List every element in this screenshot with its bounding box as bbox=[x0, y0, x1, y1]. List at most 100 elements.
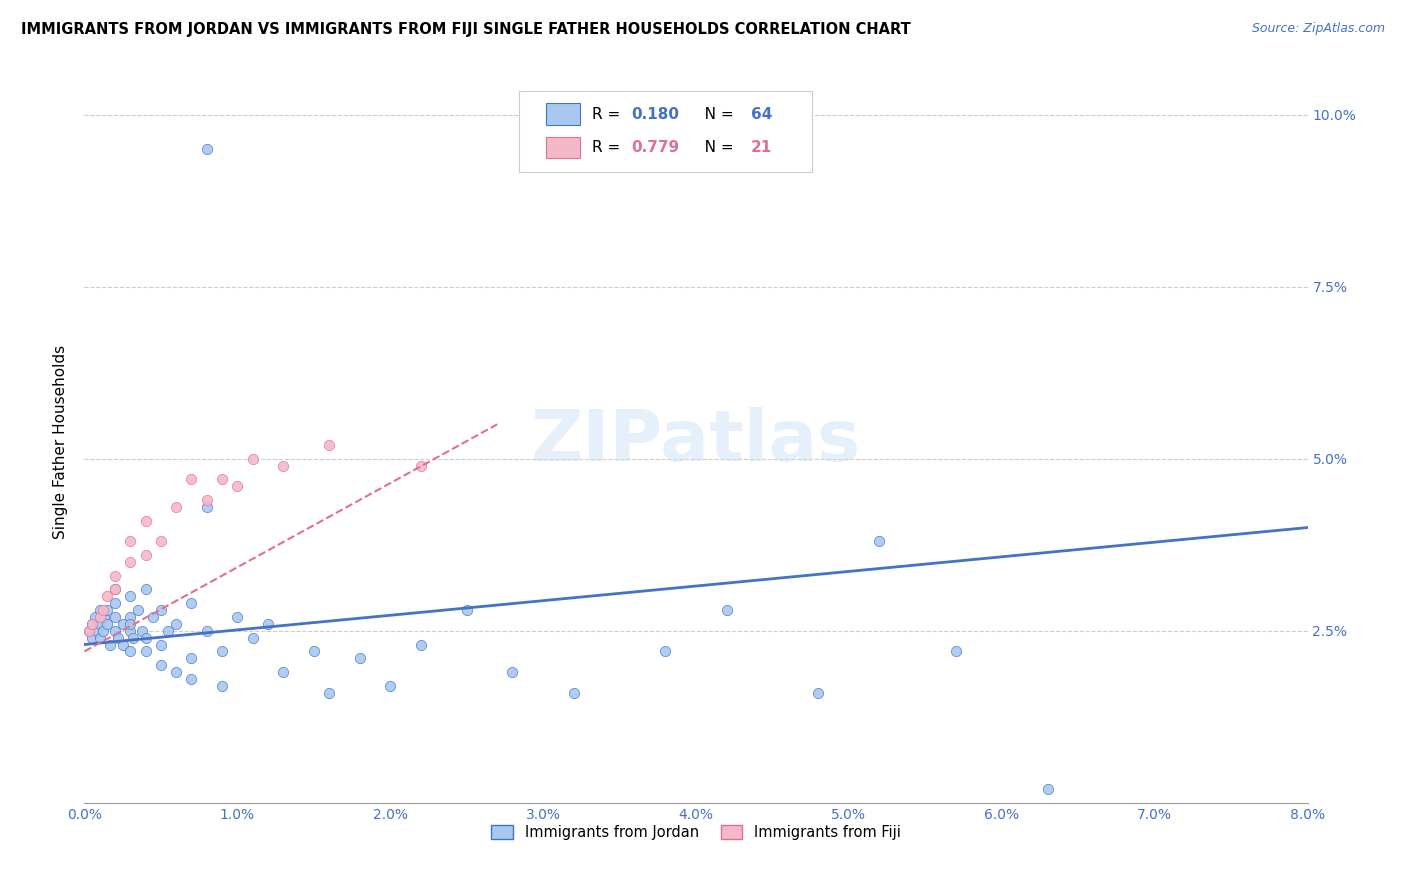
Point bbox=[104, 624, 127, 638]
Text: R =: R = bbox=[592, 107, 626, 121]
FancyBboxPatch shape bbox=[519, 91, 813, 172]
FancyBboxPatch shape bbox=[546, 103, 579, 125]
Point bbox=[180, 472, 202, 486]
Point bbox=[456, 603, 478, 617]
Point bbox=[77, 624, 100, 638]
Point bbox=[180, 596, 202, 610]
Point bbox=[807, 686, 830, 700]
Point bbox=[409, 458, 432, 473]
Point bbox=[562, 686, 585, 700]
Point bbox=[107, 631, 129, 645]
Point bbox=[120, 555, 142, 569]
Point bbox=[120, 644, 142, 658]
Y-axis label: Single Father Households: Single Father Households bbox=[53, 344, 69, 539]
Point bbox=[226, 610, 249, 624]
Point bbox=[80, 616, 103, 631]
Point bbox=[104, 582, 127, 597]
Point bbox=[180, 672, 202, 686]
Point bbox=[1036, 782, 1059, 797]
Point bbox=[195, 500, 218, 514]
Point bbox=[180, 651, 202, 665]
Point bbox=[96, 616, 118, 631]
Legend: Immigrants from Jordan, Immigrants from Fiji: Immigrants from Jordan, Immigrants from … bbox=[485, 820, 907, 847]
Point bbox=[195, 142, 218, 156]
Point bbox=[135, 644, 157, 658]
Point bbox=[271, 458, 294, 473]
Point bbox=[380, 679, 402, 693]
Point bbox=[86, 624, 108, 638]
Point bbox=[211, 472, 233, 486]
Text: 0.779: 0.779 bbox=[631, 140, 679, 155]
Point bbox=[104, 582, 127, 597]
Point bbox=[349, 651, 371, 665]
Point bbox=[89, 616, 111, 631]
FancyBboxPatch shape bbox=[546, 136, 579, 158]
Point bbox=[135, 514, 157, 528]
Point bbox=[149, 658, 172, 673]
Point bbox=[120, 590, 142, 604]
Point bbox=[89, 610, 111, 624]
Point bbox=[96, 590, 118, 604]
Point bbox=[120, 624, 142, 638]
Point bbox=[302, 644, 325, 658]
Point bbox=[120, 534, 142, 549]
Point bbox=[127, 603, 149, 617]
Point bbox=[91, 603, 114, 617]
Text: 0.180: 0.180 bbox=[631, 107, 679, 121]
Point bbox=[80, 631, 103, 645]
Point bbox=[104, 568, 127, 582]
Point bbox=[318, 438, 340, 452]
Point bbox=[195, 624, 218, 638]
Text: R =: R = bbox=[592, 140, 626, 155]
Point bbox=[165, 500, 187, 514]
Point bbox=[77, 624, 100, 638]
Point bbox=[135, 582, 157, 597]
Text: 21: 21 bbox=[751, 140, 772, 155]
Point bbox=[654, 644, 676, 658]
Point bbox=[157, 624, 180, 638]
Point bbox=[242, 631, 264, 645]
Point bbox=[149, 603, 172, 617]
Point bbox=[271, 665, 294, 679]
Point bbox=[98, 638, 121, 652]
Text: ZIPatlas: ZIPatlas bbox=[531, 407, 860, 476]
Point bbox=[165, 665, 187, 679]
Point bbox=[318, 686, 340, 700]
Point bbox=[135, 631, 157, 645]
Point bbox=[104, 610, 127, 624]
Point bbox=[80, 616, 103, 631]
Point bbox=[409, 638, 432, 652]
Point bbox=[142, 610, 165, 624]
Point bbox=[257, 616, 280, 631]
Point bbox=[96, 603, 118, 617]
Point bbox=[93, 610, 115, 624]
Point bbox=[211, 644, 233, 658]
Point bbox=[135, 548, 157, 562]
Point bbox=[104, 596, 127, 610]
Text: Source: ZipAtlas.com: Source: ZipAtlas.com bbox=[1251, 22, 1385, 36]
Point bbox=[84, 610, 107, 624]
Point bbox=[242, 451, 264, 466]
Point bbox=[120, 616, 142, 631]
Point bbox=[869, 534, 891, 549]
Point bbox=[91, 624, 114, 638]
Text: IMMIGRANTS FROM JORDAN VS IMMIGRANTS FROM FIJI SINGLE FATHER HOUSEHOLDS CORRELAT: IMMIGRANTS FROM JORDAN VS IMMIGRANTS FRO… bbox=[21, 22, 911, 37]
Point bbox=[149, 534, 172, 549]
Point bbox=[195, 493, 218, 508]
Point bbox=[131, 624, 153, 638]
Point bbox=[120, 610, 142, 624]
Point bbox=[945, 644, 967, 658]
Point bbox=[89, 631, 111, 645]
Point bbox=[226, 479, 249, 493]
Text: N =: N = bbox=[690, 140, 738, 155]
Point bbox=[111, 638, 134, 652]
Point bbox=[111, 616, 134, 631]
Point bbox=[165, 616, 187, 631]
Point bbox=[122, 631, 145, 645]
Point bbox=[211, 679, 233, 693]
Text: 64: 64 bbox=[751, 107, 772, 121]
Point bbox=[149, 638, 172, 652]
Point bbox=[716, 603, 738, 617]
Point bbox=[502, 665, 524, 679]
Text: N =: N = bbox=[690, 107, 738, 121]
